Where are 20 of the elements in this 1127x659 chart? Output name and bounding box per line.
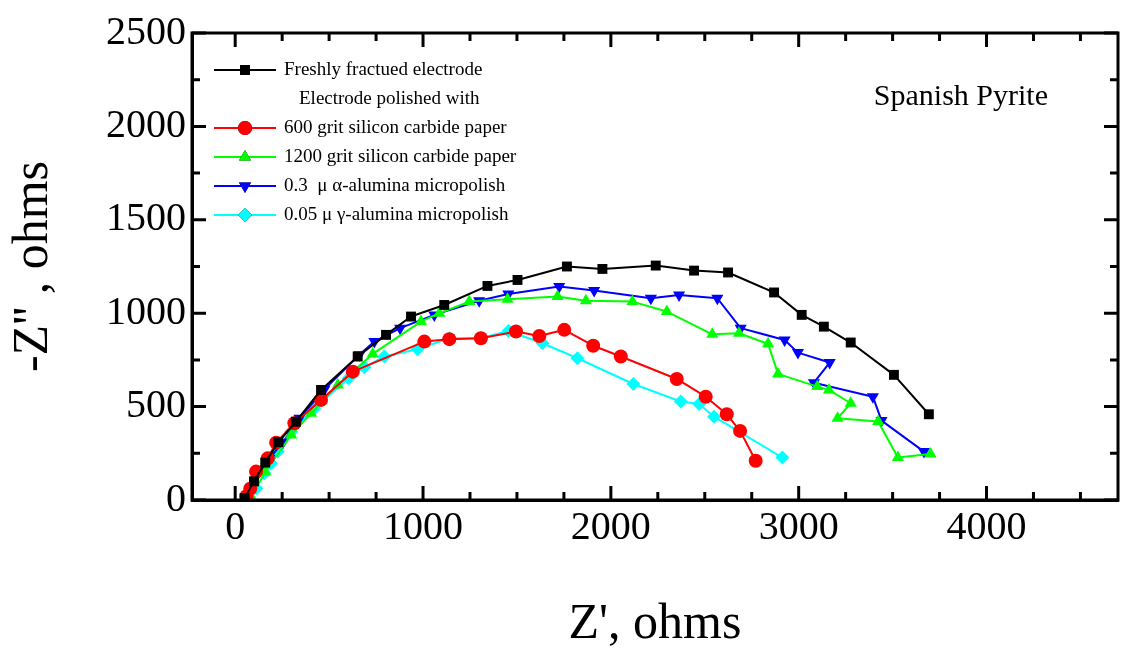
legend-label: 1200 grit silicon carbide paper <box>284 144 517 166</box>
x-tick-label: 3000 <box>758 502 839 548</box>
y-tick-label: 2000 <box>106 100 186 146</box>
x-tick-label: 0 <box>225 502 246 548</box>
y-tick-label: 2500 <box>106 7 186 53</box>
legend-label: 0.05 μ γ-alumina micropolish <box>284 202 509 224</box>
y-tick-label: 500 <box>126 381 186 427</box>
y-tick-label: 0 <box>166 474 186 520</box>
x-tick-label: 1000 <box>383 502 464 548</box>
y-tick-label: 1500 <box>106 194 186 240</box>
x-tick-label: 4000 <box>946 502 1027 548</box>
annotation: Electrode polished with <box>299 86 480 108</box>
x-tick-label: 2000 <box>570 502 651 548</box>
annotation: Spanish Pyrite <box>873 77 1048 111</box>
x-axis-title: Z', ohms <box>568 593 742 650</box>
y-tick-label: 1000 <box>106 287 186 333</box>
legend-label: Freshly fractued electrode <box>284 57 483 79</box>
y-axis-title: -Z'' , ohms <box>2 160 59 373</box>
legend-label: 600 grit silicon carbide paper <box>284 115 508 137</box>
legend-label: 0.3 μ α-alumina micropolish <box>284 173 506 195</box>
